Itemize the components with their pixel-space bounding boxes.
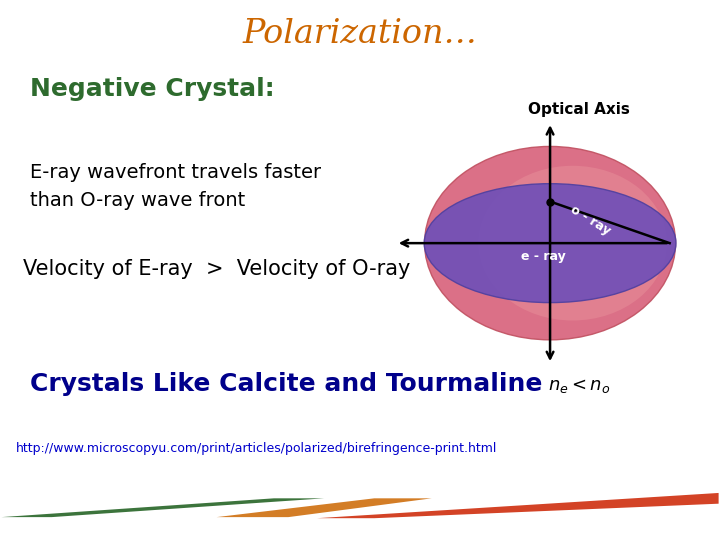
Polygon shape — [217, 498, 432, 517]
Text: Optical Axis: Optical Axis — [528, 102, 630, 117]
Text: E-ray wavefront travels faster
than O-ray wave front: E-ray wavefront travels faster than O-ra… — [30, 163, 321, 210]
Text: Crystals Like Calcite and Tourmaline: Crystals Like Calcite and Tourmaline — [30, 372, 542, 396]
Ellipse shape — [425, 146, 675, 340]
Ellipse shape — [424, 184, 676, 302]
Text: $n_e < n_o$: $n_e < n_o$ — [548, 377, 610, 395]
Polygon shape — [1, 498, 324, 517]
Polygon shape — [317, 493, 719, 518]
Ellipse shape — [479, 166, 667, 321]
Text: o - ray: o - ray — [568, 203, 613, 238]
Text: Velocity of E-ray  >  Velocity of O-ray: Velocity of E-ray > Velocity of O-ray — [23, 259, 410, 279]
Text: Polarization…: Polarization… — [243, 17, 477, 50]
Text: http://www.microscopyu.com/print/articles/polarized/birefringence-print.html: http://www.microscopyu.com/print/article… — [16, 442, 497, 455]
Text: Negative Crystal:: Negative Crystal: — [30, 77, 275, 100]
Text: e - ray: e - ray — [521, 250, 566, 263]
